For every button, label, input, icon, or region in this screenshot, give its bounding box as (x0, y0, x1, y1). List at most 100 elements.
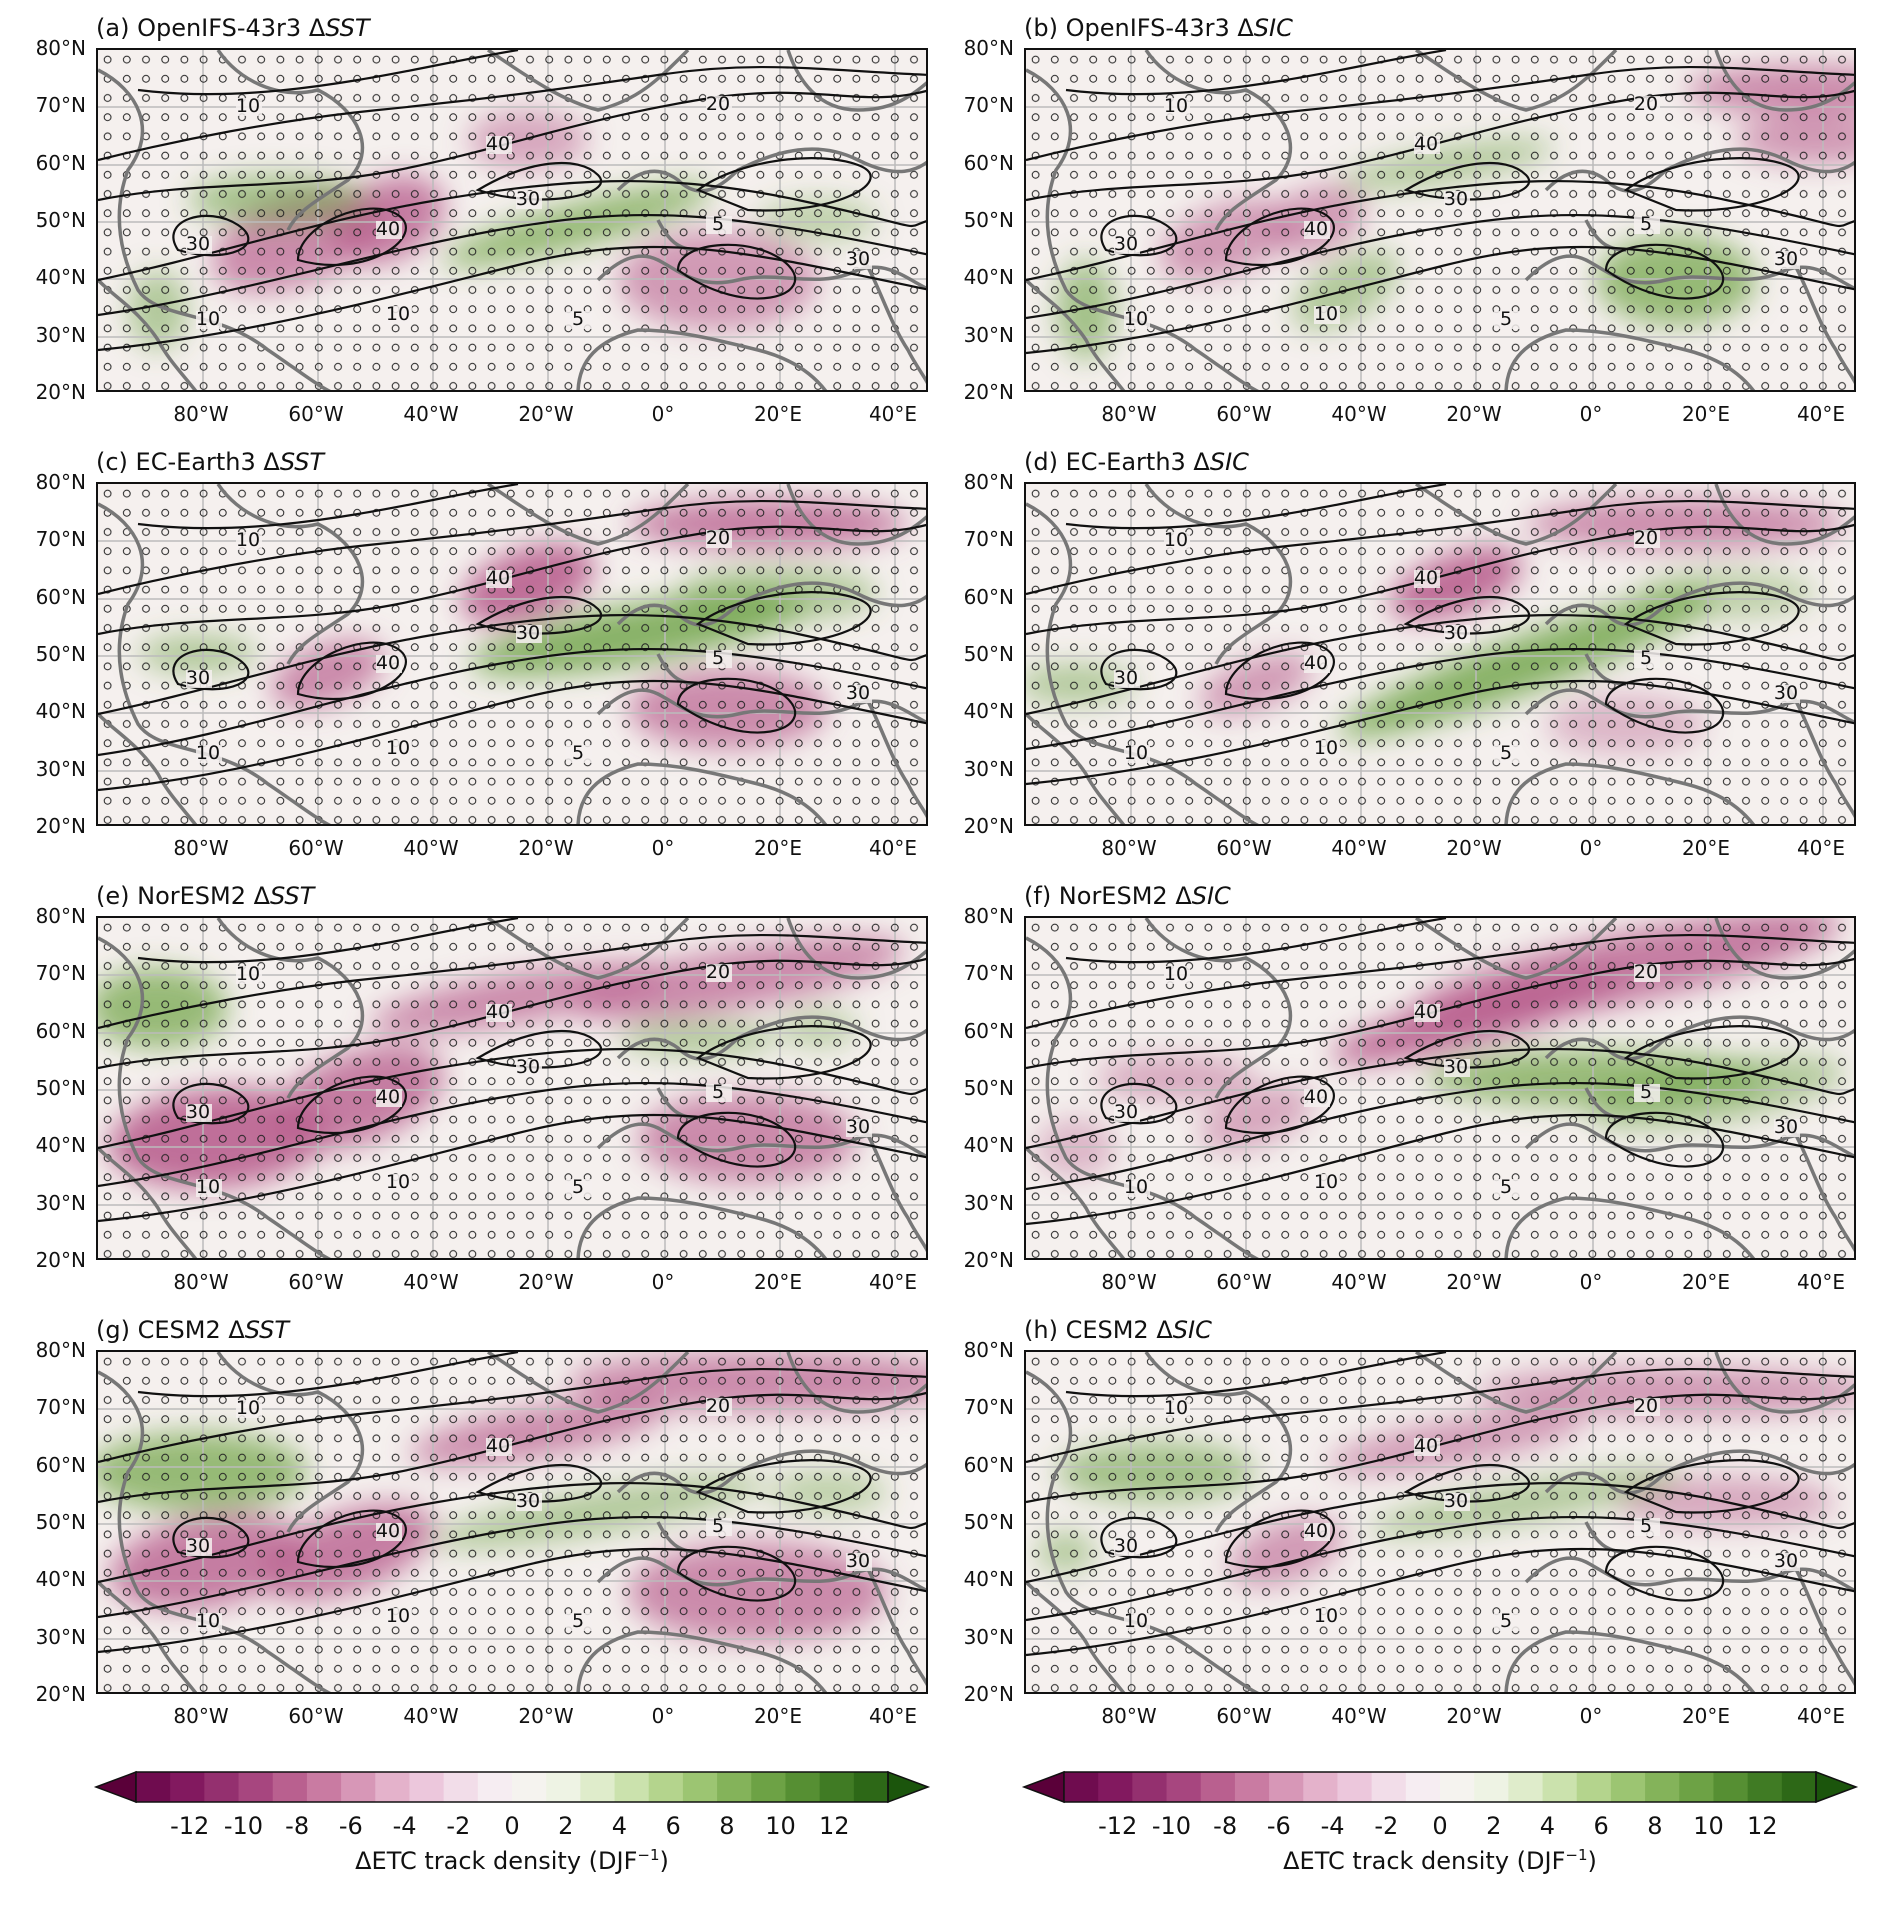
lon-tick-label: 60°W (1216, 836, 1272, 860)
contour-label: 5 (712, 1515, 724, 1537)
climatology-contour (98, 1515, 926, 1619)
lat-tick-label: 70°N (35, 1395, 86, 1419)
coastline (1026, 278, 1126, 390)
lat-tick-label: 30°N (35, 323, 86, 347)
lon-tick-label: 40°W (403, 1270, 459, 1294)
lat-tick-label: 80°N (963, 904, 1014, 928)
lon-tick-label: 40°E (868, 1270, 918, 1294)
map-panel: 10 40 30 30 40 10 5 5 10 20 30 (96, 916, 928, 1260)
climatology-contour (1224, 207, 1335, 266)
lon-tick-label: 40°W (1331, 1704, 1387, 1728)
lat-tick-label: 20°N (963, 1682, 1014, 1706)
contour-label: 10 (1124, 308, 1148, 330)
contour-label: 30 (1114, 233, 1138, 255)
lat-tick-label: 20°N (963, 1248, 1014, 1272)
lat-tick-label: 20°N (963, 380, 1014, 404)
contour-label: 10 (196, 742, 220, 764)
contour-label: 20 (1634, 961, 1658, 983)
coastline (1714, 1352, 1854, 1414)
lat-tick-label: 70°N (35, 961, 86, 985)
lat-tick-label: 40°N (963, 1133, 1014, 1157)
climatology-contour (1026, 89, 1854, 202)
lat-tick-label: 60°N (963, 151, 1014, 175)
lat-tick-label: 30°N (963, 757, 1014, 781)
climatology-contour (1026, 1547, 1854, 1657)
lat-tick-label: 80°N (35, 904, 86, 928)
contour-label: 30 (1774, 1116, 1798, 1138)
significance-stippling (98, 918, 926, 1258)
lat-tick-label: 50°N (963, 642, 1014, 666)
coastline (786, 484, 926, 546)
coastline (616, 147, 926, 193)
contour-label: 10 (236, 529, 260, 551)
lon-tick-label: 60°W (1216, 402, 1272, 426)
colorbar-tick-label: -12 (1098, 1812, 1138, 1840)
lat-tick-label: 80°N (35, 470, 86, 494)
coastline (786, 918, 926, 980)
colorbar-tick-label: -12 (170, 1812, 210, 1840)
contour-label: 30 (846, 1116, 870, 1138)
contour-label: 40 (1304, 1520, 1328, 1542)
climatology-contour (1026, 1391, 1854, 1504)
climatology-contour (1065, 1352, 1447, 1398)
lat-tick-label: 50°N (35, 1076, 86, 1100)
contour-label: 40 (1414, 133, 1438, 155)
contour-label: 5 (1640, 647, 1652, 669)
lat-tick-label: 50°N (963, 1510, 1014, 1534)
coastline (576, 1196, 828, 1258)
colorbar-tick-label: 2 (1486, 1812, 1502, 1840)
significance-stippling (1026, 918, 1854, 1258)
lon-tick-label: 80°W (1101, 1270, 1157, 1294)
climatology-contour (1026, 1515, 1854, 1622)
coastline (596, 1122, 926, 1158)
climatology-contour (695, 591, 872, 646)
climatology-contour (1623, 1025, 1800, 1080)
contour-label: 5 (1640, 1515, 1652, 1537)
panel-title: (h) CESM2 ΔSIC (1024, 1316, 1212, 1344)
lat-tick-label: 70°N (963, 527, 1014, 551)
climatology-contour (98, 523, 926, 636)
contour-label: 30 (1114, 1535, 1138, 1557)
coastline (1026, 1146, 1126, 1258)
coastline (1714, 50, 1854, 112)
climatology-contour (676, 677, 797, 734)
contour-label: 5 (1640, 1081, 1652, 1103)
panel-label: (d) EC-Earth3 Δ (1024, 448, 1210, 476)
panel-title: (g) CESM2 ΔSST (96, 1316, 289, 1344)
colorbar-title: ΔETC track density (DJF−1) (355, 1846, 669, 1875)
contour-label: 20 (706, 527, 730, 549)
climatology-contour (1224, 641, 1335, 700)
climatology-contour (676, 243, 797, 300)
climatology-contour (1623, 1459, 1800, 1514)
lon-tick-label: 60°W (1216, 1704, 1272, 1728)
lat-tick-label: 80°N (963, 1338, 1014, 1362)
contour-label: 5 (712, 213, 724, 235)
panel-title: (e) NorESM2 ΔSST (96, 882, 314, 910)
lon-tick-label: 0° (651, 1270, 675, 1294)
coastline (1544, 1015, 1854, 1061)
lat-tick-label: 20°N (35, 380, 86, 404)
climatology-contour (98, 213, 926, 317)
map-panel: 10 40 30 30 40 10 5 5 10 20 30 (1024, 1350, 1856, 1694)
coastline (1584, 219, 1627, 252)
map-svg: 10 40 30 30 40 10 5 5 10 20 30 (1026, 1352, 1854, 1692)
lon-tick-label: 80°W (173, 1704, 229, 1728)
significance-stippling (1026, 484, 1854, 824)
contour-label: 30 (516, 622, 540, 644)
contour-label: 10 (1314, 303, 1338, 325)
lon-tick-label: 40°E (1796, 402, 1846, 426)
coastline (856, 1117, 926, 1253)
significance-stippling (1026, 50, 1854, 390)
contour-label: 30 (186, 1535, 210, 1557)
coastline (1504, 328, 1756, 390)
climatology-contour (1026, 1113, 1854, 1226)
lat-tick-label: 40°N (35, 1567, 86, 1591)
coastline (576, 762, 828, 824)
colorbar-tick-label: -8 (1213, 1812, 1238, 1840)
coastline (1026, 1370, 1260, 1692)
coastline (576, 1630, 828, 1692)
coastline (786, 50, 926, 112)
lon-tick-label: 0° (1579, 1704, 1603, 1728)
climatology-contour (98, 679, 926, 792)
panel-forcing: SIC (1172, 1316, 1212, 1344)
